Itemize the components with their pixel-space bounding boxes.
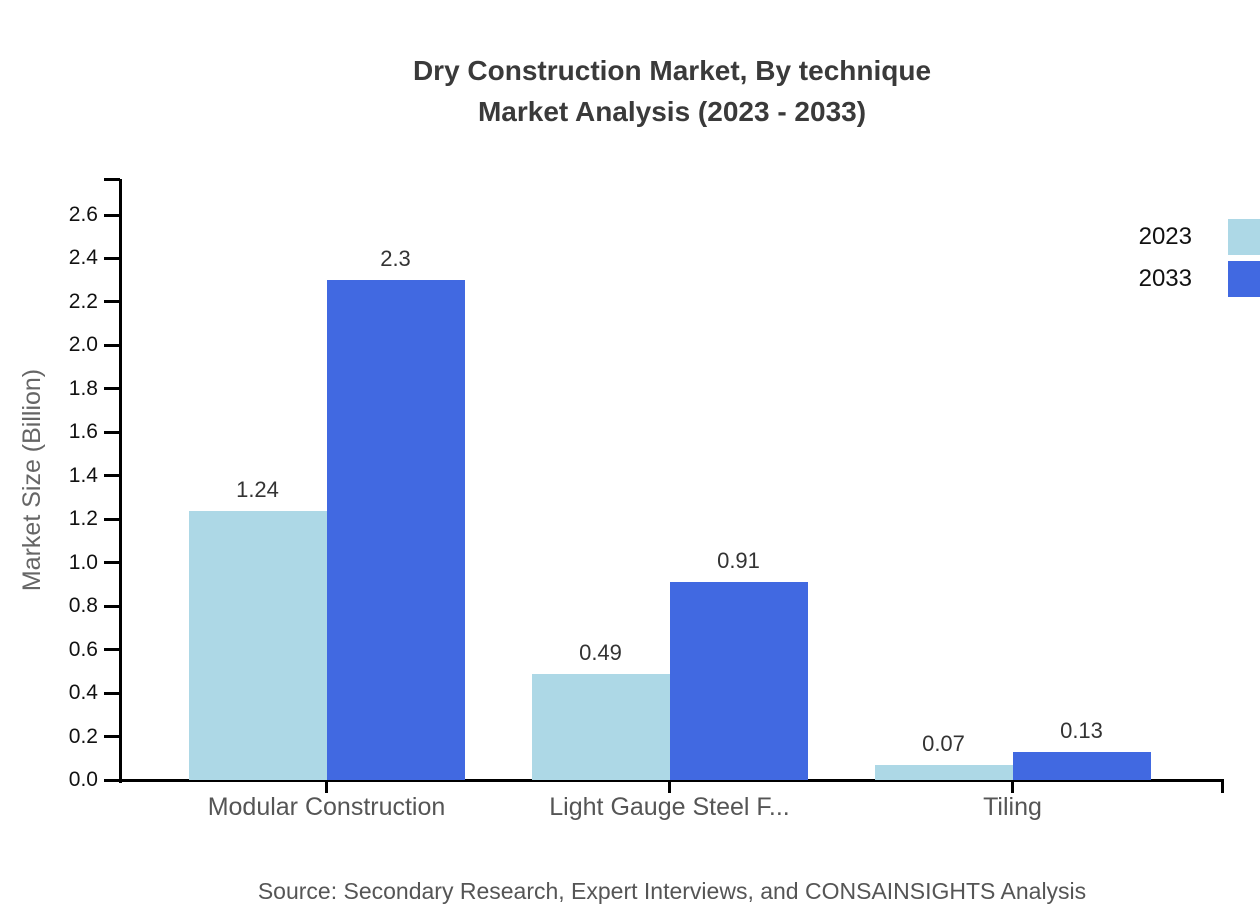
legend-item-2033: 2033 <box>1139 261 1260 297</box>
chart-title-line2: Market Analysis (2023 - 2033) <box>477 96 867 127</box>
x-axis-tick <box>325 780 328 793</box>
y-axis-tick <box>104 256 120 260</box>
bar-value-label: 0.13 <box>1060 717 1103 743</box>
legend-swatch <box>1228 219 1260 255</box>
y-axis-tick <box>104 430 120 434</box>
y-tick-label: 2.6 <box>68 203 98 226</box>
bar-value-label: 0.49 <box>579 639 622 665</box>
x-category-label: Modular Construction <box>207 793 446 821</box>
bar-2033-2 <box>669 582 808 780</box>
y-axis-tick <box>104 778 120 782</box>
legend-label: 2023 <box>1138 223 1192 250</box>
y-axis-end-cap <box>104 178 120 181</box>
x-axis-tick <box>668 780 671 793</box>
y-axis-tick <box>104 343 120 347</box>
y-tick-label: 1.2 <box>68 507 98 531</box>
y-axis-tick <box>104 213 120 217</box>
bar-value-label: 1.24 <box>236 476 279 502</box>
y-tick-label: 2.4 <box>68 246 98 270</box>
y-axis-tick <box>104 517 120 521</box>
legend-item-2023: 2023 <box>1139 219 1260 255</box>
y-tick-label: 1.8 <box>68 376 98 400</box>
y-axis-tick <box>104 691 120 695</box>
bar-2023-2 <box>531 673 670 780</box>
legend-swatch <box>1228 261 1260 297</box>
x-axis-line <box>118 779 1224 782</box>
bar-value-label: 0.91 <box>717 548 760 574</box>
y-axis-tick <box>104 604 120 608</box>
x-category-label: Tiling <box>983 793 1042 821</box>
y-axis-line <box>118 179 122 783</box>
y-tick-label: 2.2 <box>68 289 98 313</box>
y-tick-label: 1.0 <box>68 550 98 574</box>
x-axis-tick <box>1011 780 1014 793</box>
y-axis-tick <box>104 474 120 478</box>
legend-label: 2033 <box>1138 265 1192 292</box>
y-tick-label: 0.2 <box>68 724 98 748</box>
y-axis-tick <box>104 387 120 391</box>
y-tick-label: 0.0 <box>68 768 98 791</box>
y-axis-tick <box>104 735 120 739</box>
x-category-label: Light Gauge Steel F... <box>549 793 790 821</box>
y-tick-label: 0.6 <box>68 637 98 661</box>
chart-title: Dry Construction Market, By technique Ma… <box>120 50 1224 132</box>
y-axis-tick <box>104 648 120 652</box>
x-axis-end-cap <box>1221 779 1224 793</box>
y-tick-label: 0.4 <box>68 681 98 705</box>
bar-2033-1 <box>326 280 465 780</box>
y-axis-tick <box>104 300 120 304</box>
bar-value-label: 2.3 <box>380 246 411 272</box>
bar-2023-3 <box>874 764 1013 780</box>
legend: 2023 2033 <box>1139 219 1260 303</box>
bar-2023-1 <box>188 510 327 780</box>
bar-2033-3 <box>1012 751 1151 780</box>
chart-title-line1: Dry Construction Market, By technique <box>412 55 932 86</box>
bar-value-label: 0.07 <box>922 730 965 756</box>
source-note: Source: Secondary Research, Expert Inter… <box>257 878 1087 904</box>
y-tick-label: 1.4 <box>68 463 98 487</box>
y-tick-label: 1.6 <box>68 420 98 444</box>
y-axis-tick <box>104 561 120 565</box>
y-tick-label: 2.0 <box>68 333 98 357</box>
y-tick-label: 0.8 <box>68 594 98 618</box>
